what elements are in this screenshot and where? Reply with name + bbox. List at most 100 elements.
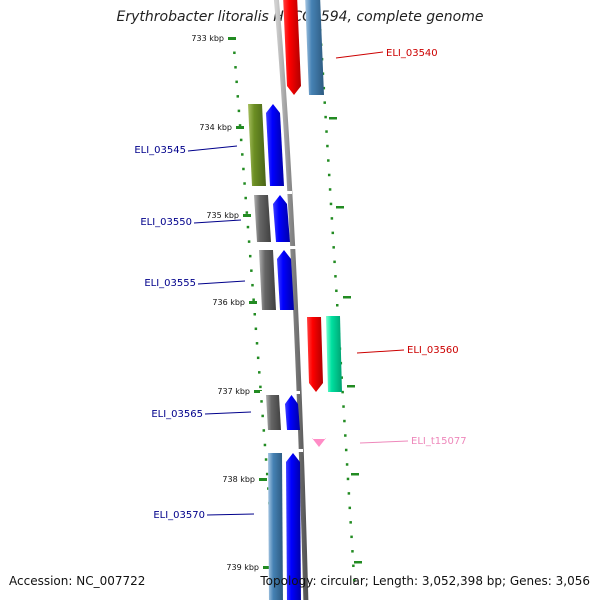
- gene-gap: [260, 391, 300, 394]
- grid-dot: [241, 153, 244, 156]
- gene-label[interactable]: ELI_03555: [144, 278, 196, 289]
- genes-layer: [248, 0, 342, 600]
- grid-dot: [250, 269, 253, 272]
- kbp-tick-label: 735 kbp: [206, 211, 239, 220]
- gene-eli-03570[interactable]: [268, 453, 301, 600]
- kbp-tick-mark: [243, 214, 251, 217]
- gene-label[interactable]: ELI_03570: [153, 510, 205, 521]
- kbp-ticks-layer: 733 kbp 734 kbp 735 kbp 736 kbp 737 kbp 738 k…: [191, 34, 362, 572]
- grid-dot: [246, 225, 250, 229]
- grid-dot: [344, 434, 347, 437]
- map-title: Erythrobacter litoralis HTCC2594, comple…: [116, 9, 484, 25]
- grid-dot: [259, 385, 262, 389]
- grid-dot: [237, 109, 241, 113]
- grid-dot: [346, 477, 350, 481]
- gene-label[interactable]: ELI_03540: [386, 48, 438, 59]
- grid-dot: [253, 313, 256, 316]
- gene-eli-03560[interactable]: [307, 316, 342, 392]
- grid-dot: [265, 472, 269, 476]
- gene-eli-03550[interactable]: [254, 195, 290, 242]
- gene-label-leader: [204, 411, 252, 415]
- grid-dot: [254, 327, 258, 331]
- gene-label[interactable]: ELI_03545: [134, 145, 186, 156]
- gene-label-leader: [187, 145, 238, 152]
- grid-dot: [263, 443, 267, 447]
- grid-dot: [344, 448, 348, 452]
- grid-dot: [327, 159, 330, 162]
- grid-dot: [244, 196, 247, 200]
- cog-category-bar: [326, 316, 342, 392]
- gene-arrow: [277, 250, 294, 310]
- grid-dot: [260, 400, 263, 403]
- kbp-minor-tick: [347, 385, 355, 388]
- grid-dot: [334, 275, 337, 278]
- topology-label: Topology: circular; Length: 3,052,398 bp…: [260, 574, 590, 588]
- grid-dot: [343, 419, 346, 423]
- grid-dot: [340, 376, 343, 379]
- grid-dot: [235, 80, 238, 84]
- gene-label[interactable]: ELI_03550: [140, 217, 192, 228]
- gene-label-leader: [193, 219, 242, 224]
- kbp-tick-label: 739 kbp: [226, 563, 259, 572]
- grid-dot: [264, 458, 268, 461]
- grid-dot: [350, 535, 353, 539]
- gene-gap: [263, 449, 303, 452]
- grid-dot: [245, 211, 249, 214]
- grid-dot: [331, 231, 335, 235]
- grid-dot: [233, 51, 236, 55]
- grid-dot: [238, 124, 242, 127]
- cog-category-bar: [268, 453, 283, 600]
- kbp-tick-mark: [249, 301, 257, 304]
- grid-dot: [336, 304, 339, 307]
- gene-gap: [256, 246, 296, 249]
- kbp-tick-mark: [254, 390, 262, 393]
- grid-dot: [255, 342, 259, 345]
- gene-eli-03540[interactable]: [283, 0, 324, 95]
- grid-dot: [322, 86, 326, 90]
- kbp-tick-label: 736 kbp: [212, 298, 245, 307]
- gene-label[interactable]: ELI_03565: [151, 409, 203, 420]
- grid-dot: [325, 130, 328, 133]
- cog-category-bar: [266, 395, 281, 430]
- gene-label-leader: [335, 51, 384, 59]
- gene-gap: [252, 191, 292, 194]
- gene-eli-03565[interactable]: [266, 395, 300, 430]
- grid-dot: [345, 463, 349, 466]
- grid-dot: [348, 506, 352, 510]
- kbp-minor-tick: [354, 561, 362, 564]
- gene-arrow: [266, 104, 284, 186]
- gene-eli-t15077[interactable]: [312, 438, 326, 447]
- kbp-minor-tick: [343, 296, 351, 299]
- grid-dot: [335, 289, 338, 293]
- grid-dot: [341, 390, 344, 394]
- kbp-minor-tick: [351, 473, 359, 476]
- grid-dot: [256, 356, 260, 360]
- gene-eli-03555[interactable]: [259, 250, 294, 310]
- gene-arrow: [307, 317, 323, 392]
- grid-dot: [327, 173, 331, 177]
- gene-eli-03545[interactable]: [248, 104, 284, 186]
- cog-category-bar: [254, 195, 271, 242]
- gene-arrow: [283, 0, 301, 95]
- grid-dot: [332, 246, 335, 249]
- backbone-ring: [273, 0, 309, 600]
- cog-category-bar: [259, 250, 276, 310]
- grid-dot: [243, 182, 246, 185]
- kbp-tick-mark: [228, 37, 236, 40]
- gene-arrow: [285, 395, 300, 430]
- grid-dot: [248, 254, 252, 258]
- cog-category-bar: [248, 104, 266, 186]
- gene-label[interactable]: ELI_03560: [407, 345, 459, 356]
- kbp-tick-label: 737 kbp: [217, 387, 250, 396]
- grid-dot: [247, 240, 251, 243]
- gene-label-leader: [206, 513, 255, 516]
- grid-dot: [347, 492, 351, 495]
- gene-label[interactable]: ELI_t15077: [411, 436, 467, 447]
- grid-dot: [251, 283, 254, 287]
- grid-dot: [234, 66, 237, 69]
- gene-arrow: [273, 195, 290, 242]
- kbp-tick-mark: [236, 126, 244, 129]
- grid-dot: [242, 167, 245, 171]
